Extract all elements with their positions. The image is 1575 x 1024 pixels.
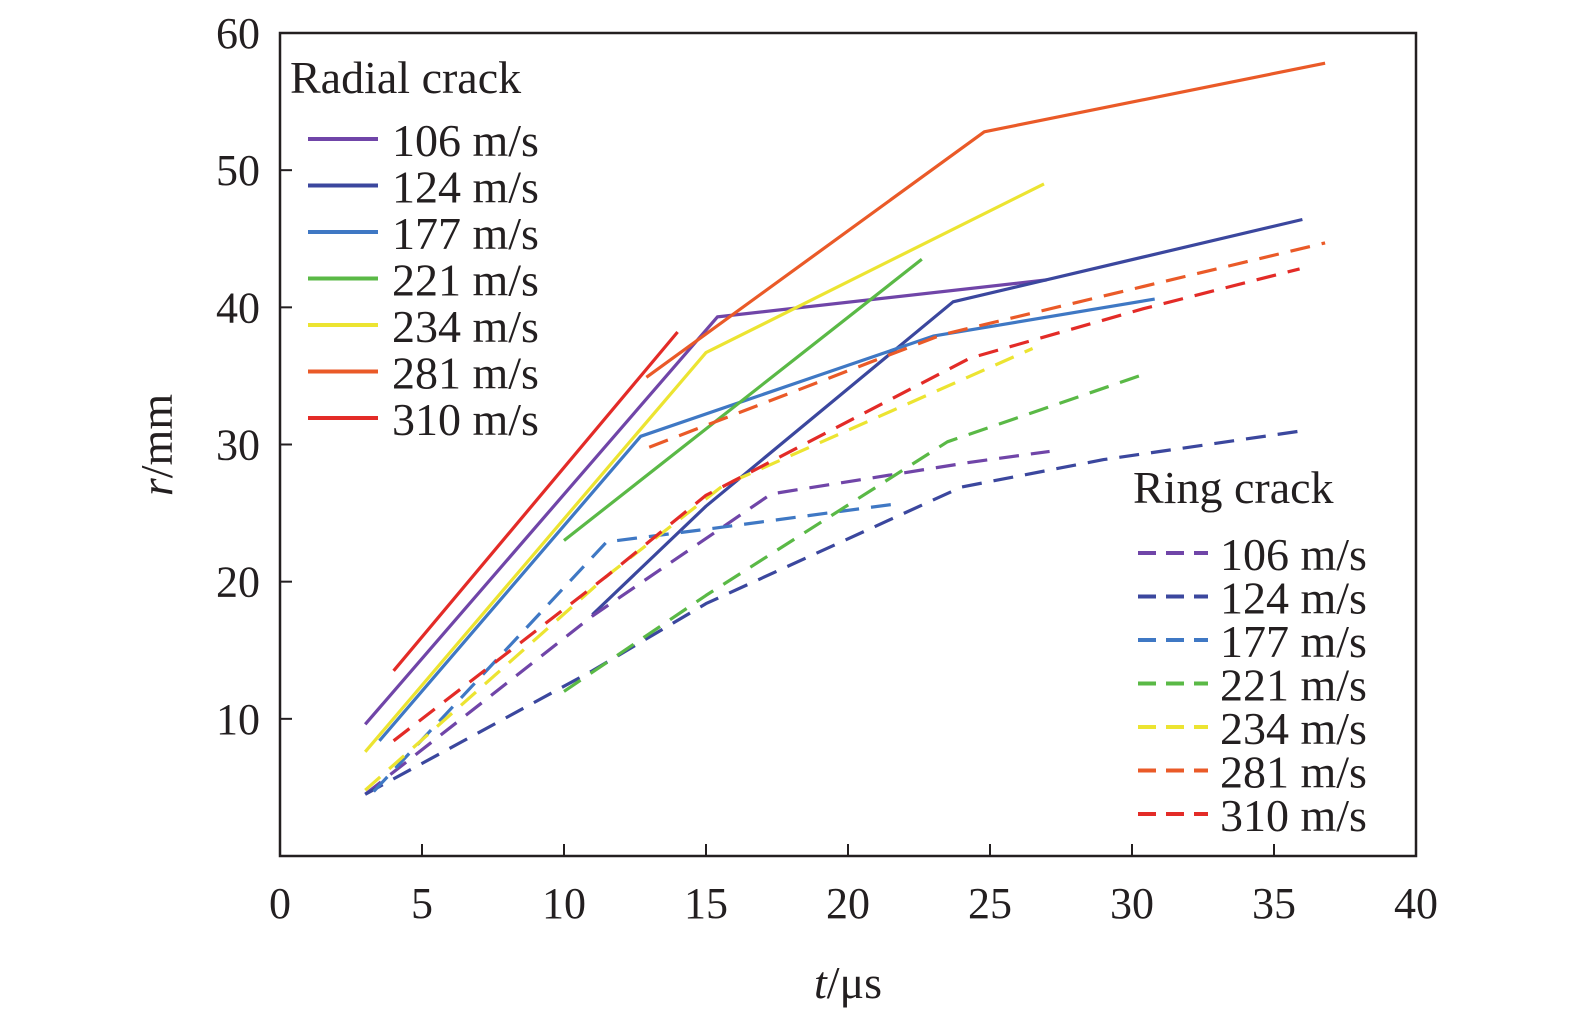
x-tick-label: 30 bbox=[1110, 879, 1154, 928]
legend-entry: 234 m/s bbox=[392, 301, 539, 352]
x-tick-label: 25 bbox=[968, 879, 1012, 928]
radial-crack-series-124-m-s bbox=[591, 217, 1303, 616]
radial-crack-series-221-m-s bbox=[563, 258, 923, 542]
plot-series bbox=[363, 61, 1326, 796]
radial-crack-series-310-m-s bbox=[392, 330, 679, 672]
x-tick-label: 15 bbox=[684, 879, 728, 928]
legend-entry: 177 m/s bbox=[392, 208, 539, 259]
ring-crack-series-234-m-s bbox=[364, 347, 1034, 792]
x-tick-label: 0 bbox=[269, 879, 291, 928]
y-tick-label: 40 bbox=[216, 283, 260, 332]
y-axis-variable: r bbox=[131, 477, 182, 496]
ring-crack-series-281-m-s bbox=[648, 241, 1326, 449]
legend-entry: 221 m/s bbox=[392, 255, 539, 306]
ring-crack-series-124-m-s bbox=[364, 429, 1303, 796]
legend-entry: 177 m/s bbox=[1220, 616, 1367, 667]
y-tick-label: 50 bbox=[216, 146, 260, 195]
y-axis-label: r/mm bbox=[131, 394, 182, 496]
x-tick-label: 40 bbox=[1394, 879, 1438, 928]
legend-entry: 281 m/s bbox=[1220, 747, 1367, 798]
legend-entry: 124 m/s bbox=[1220, 573, 1367, 624]
radial-crack-series-106-m-s bbox=[363, 278, 1047, 726]
legend-entry: 310 m/s bbox=[1220, 790, 1367, 841]
legend-entry: 106 m/s bbox=[392, 115, 539, 166]
ring-crack-series-106-m-s bbox=[364, 449, 1050, 796]
legend-entry: 106 m/s bbox=[1220, 529, 1367, 580]
x-axis-variable: t bbox=[814, 957, 828, 1008]
x-axis-label: t/μs bbox=[814, 957, 882, 1008]
legend-entry: 234 m/s bbox=[1220, 703, 1367, 754]
x-axis-unit: /μs bbox=[827, 957, 882, 1008]
legend-entry: 221 m/s bbox=[1220, 660, 1367, 711]
x-tick-label: 35 bbox=[1252, 879, 1296, 928]
y-tick-label: 10 bbox=[216, 695, 260, 744]
y-tick-label: 30 bbox=[216, 421, 260, 470]
axes: 0 5 10 15 20 25 30 35 40 10 20 30 40 50 60 bbox=[216, 9, 1438, 928]
x-tick-label: 20 bbox=[826, 879, 870, 928]
legend-title: Ring crack bbox=[1133, 462, 1334, 513]
y-tick-label: 20 bbox=[216, 558, 260, 607]
legend-entry: 310 m/s bbox=[392, 394, 539, 445]
radial-crack-series-281-m-s bbox=[645, 61, 1326, 379]
y-axis-unit: /mm bbox=[131, 394, 182, 479]
x-tick-label: 5 bbox=[411, 879, 433, 928]
x-tick-label: 10 bbox=[542, 879, 586, 928]
legend-title: Radial crack bbox=[290, 52, 521, 103]
y-tick-label: 60 bbox=[216, 9, 260, 58]
ring-crack-series-221-m-s bbox=[563, 372, 1144, 693]
legend-entry: 124 m/s bbox=[392, 162, 539, 213]
radial-crack-series-234-m-s bbox=[363, 182, 1045, 753]
ring-crack-series-310-m-s bbox=[392, 267, 1300, 743]
legend-entry: 281 m/s bbox=[392, 348, 539, 399]
radial-crack-series-177-m-s bbox=[378, 297, 1155, 742]
